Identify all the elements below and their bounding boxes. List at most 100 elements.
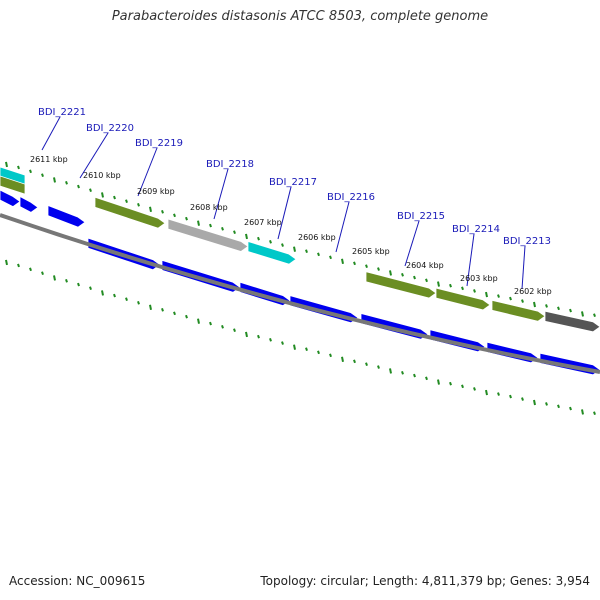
outer-ruler-ticks — [53, 177, 56, 183]
outer-ruler-ticks — [161, 209, 164, 214]
outer-ruler-ticks — [353, 261, 356, 266]
inner-ruler-ticks — [521, 397, 524, 401]
gene-arrow[interactable] — [365, 271, 437, 299]
inner-ruler-ticks — [269, 338, 272, 342]
outer-ruler-ticks — [29, 169, 32, 174]
inner-ruler-ticks — [461, 384, 464, 389]
inner-ruler-ticks — [41, 271, 44, 275]
inner-ruler-ticks — [161, 307, 164, 312]
inner-ruler-ticks — [449, 381, 452, 386]
outer-ruler-ticks — [461, 286, 464, 291]
inner-ruler-ticks — [185, 314, 188, 319]
gene-label[interactable]: BDI_2214 — [452, 224, 500, 235]
outer-ruler-ticks — [209, 223, 212, 228]
leader-line — [79, 132, 109, 179]
outer-ruler-ticks — [185, 216, 188, 221]
leader-line — [213, 168, 229, 220]
ruler-label: 2604 kbp — [406, 261, 444, 270]
gene-label[interactable]: BDI_2220 — [86, 123, 134, 134]
outer-ruler-ticks — [41, 173, 44, 177]
inner-ruler-ticks — [497, 392, 500, 396]
outer-ruler-ticks — [245, 233, 248, 240]
inner-ruler-ticks — [137, 300, 140, 305]
inner-ruler-ticks — [437, 379, 440, 385]
gene-arrow[interactable] — [247, 240, 297, 265]
inner-ruler-ticks — [545, 402, 548, 406]
inner-ruler-ticks — [245, 331, 248, 338]
backbone-line — [0, 213, 600, 374]
outer-ruler-ticks — [137, 202, 140, 207]
leader-line — [277, 186, 292, 240]
inner-ruler-ticks — [197, 318, 200, 324]
inner-ruler-ticks — [113, 293, 116, 298]
outer-ruler-ticks — [401, 272, 404, 277]
gene-arrow[interactable] — [19, 195, 39, 213]
inner-ruler-ticks — [557, 404, 560, 409]
inner-ruler-ticks — [257, 334, 260, 339]
ruler-label: 2603 kbp — [460, 274, 498, 283]
ruler-label: 2609 kbp — [137, 187, 175, 196]
inner-ruler-ticks — [317, 350, 320, 355]
inner-ruler-ticks — [53, 275, 56, 281]
outer-ruler-ticks — [89, 188, 92, 193]
outer-ruler-ticks — [533, 301, 536, 308]
outer-ruler-ticks — [293, 246, 296, 252]
ruler-ticks — [5, 161, 596, 415]
inner-ruler-ticks — [89, 286, 92, 291]
inner-ruler-ticks — [389, 368, 392, 374]
outer-ruler-ticks — [485, 291, 488, 298]
outer-ruler-ticks — [221, 227, 224, 231]
outer-ruler-ticks — [413, 275, 416, 280]
gene-arrow[interactable] — [94, 196, 166, 229]
outer-ruler-ticks — [581, 311, 584, 317]
outer-ruler-ticks — [473, 289, 476, 293]
inner-ruler-ticks — [233, 328, 236, 332]
outer-ruler-ticks — [77, 184, 80, 189]
outer-ruler-ticks — [545, 304, 548, 308]
inner-ruler-ticks — [101, 290, 104, 296]
ruler-label: 2602 kbp — [514, 287, 552, 296]
gene-label[interactable]: BDI_2217 — [269, 177, 317, 188]
gene-arrow[interactable] — [47, 204, 86, 228]
ruler-label: 2607 kbp — [244, 218, 282, 227]
outer-ruler-ticks — [593, 313, 596, 317]
accession-text: Accession: NC_009615 — [9, 574, 146, 588]
inner-ruler-ticks — [353, 359, 356, 364]
gene-arrow[interactable] — [167, 218, 249, 252]
inner-ruler-ticks — [581, 409, 584, 415]
inner-ruler-ticks — [209, 321, 212, 326]
outer-ruler-ticks — [329, 255, 332, 260]
gene-label[interactable]: BDI_2219 — [135, 138, 183, 149]
gene-arrow[interactable] — [435, 287, 491, 311]
inner-ruler-ticks — [173, 311, 176, 316]
gene-label[interactable]: BDI_2218 — [206, 159, 254, 170]
gene-arrow[interactable] — [0, 189, 21, 208]
inner-ruler-ticks — [29, 267, 32, 272]
gene-label[interactable]: BDI_2215 — [397, 211, 445, 222]
outer-ruler-ticks — [17, 165, 20, 170]
inner-ruler-ticks — [365, 362, 368, 367]
outer-ruler-ticks — [305, 249, 308, 254]
gene-label[interactable]: BDI_2216 — [327, 192, 375, 203]
outer-ruler-ticks — [389, 270, 392, 276]
outer-ruler-ticks — [569, 308, 572, 313]
inner-ruler-ticks — [77, 282, 80, 287]
inner-ruler-ticks — [341, 356, 344, 363]
outer-ruler-ticks — [65, 180, 68, 185]
gene-arrow[interactable] — [491, 299, 546, 322]
outer-ruler-ticks — [125, 199, 128, 203]
inner-ruler-ticks — [485, 389, 488, 396]
genome-summary-text: Topology: circular; Length: 4,811,379 bp… — [260, 574, 590, 588]
outer-ruler-ticks — [497, 294, 500, 298]
gene-tracks — [0, 166, 600, 376]
outer-ruler-ticks — [149, 206, 152, 212]
inner-ruler-ticks — [329, 353, 332, 358]
gene-label[interactable]: BDI_2213 — [503, 236, 551, 247]
gene-arrow[interactable] — [544, 310, 600, 333]
gene-arrow[interactable] — [0, 175, 26, 195]
gene-label[interactable]: BDI_2221 — [38, 107, 86, 118]
outer-ruler-ticks — [5, 161, 8, 168]
outer-ruler-ticks — [173, 213, 176, 218]
inner-ruler-ticks — [293, 344, 296, 350]
